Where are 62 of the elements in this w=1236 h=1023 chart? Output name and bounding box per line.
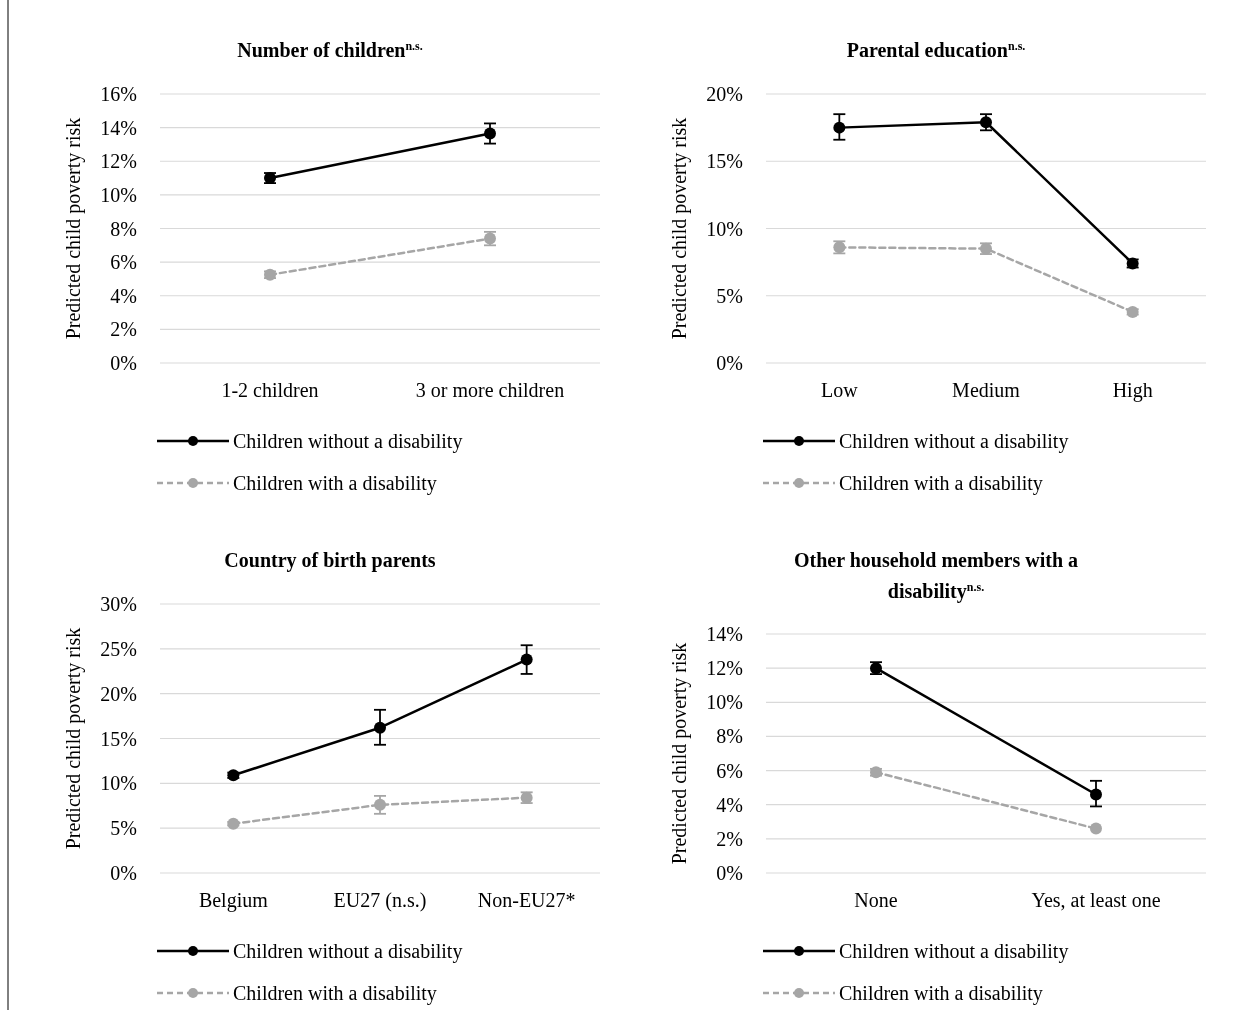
y-axis-title: Predicted child poverty risk: [668, 117, 691, 340]
y-axis-title: Predicted child poverty risk: [668, 642, 691, 865]
y-tick-label: 0%: [110, 352, 137, 374]
y-tick-label: 0%: [716, 352, 743, 374]
chart-title: Number of children$^{n.s.}$: [237, 39, 423, 61]
y-tick-label: 10%: [706, 691, 743, 714]
y-tick-label: 15%: [706, 150, 743, 173]
y-tick-label: 14%: [706, 623, 743, 645]
x-tick-label: High: [1112, 379, 1153, 402]
chart-title: Parental education$^{n.s.}$: [846, 39, 1026, 61]
point: [1090, 788, 1102, 801]
y-tick-label: 8%: [110, 217, 137, 240]
y-tick-label: 20%: [706, 83, 743, 105]
x-tick-label: 3 or more children: [415, 379, 565, 401]
y-tick-label: 14%: [100, 116, 137, 139]
point: [484, 127, 496, 140]
y-tick-label: 15%: [100, 727, 137, 750]
legend-label: Children with a disability: [233, 982, 437, 1005]
y-tick-label: 12%: [706, 657, 743, 680]
y-tick-label: 5%: [716, 284, 743, 307]
y-tick-label: 5%: [110, 817, 137, 840]
y-tick-label: 25%: [100, 637, 137, 660]
y-tick-label: 10%: [100, 183, 137, 206]
y-tick-label: 6%: [716, 759, 743, 782]
y-tick-label: 30%: [100, 593, 137, 615]
y-tick-label: 4%: [110, 284, 137, 307]
y-axis-title: Predicted child poverty risk: [62, 627, 85, 850]
x-tick-label: 1-2 children: [221, 379, 319, 401]
point: [520, 653, 533, 666]
y-tick-label: 4%: [716, 793, 743, 816]
legend-label: Children without a disability: [839, 430, 1069, 453]
x-tick-label: EU27 (n.s.): [333, 889, 427, 912]
y-tick-label: 8%: [716, 725, 743, 748]
x-tick-label: Belgium: [198, 889, 269, 912]
x-tick-label: Yes, at least one: [1031, 889, 1161, 911]
legend-label: Children without a disability: [839, 940, 1069, 963]
y-tick-label: 2%: [110, 318, 137, 341]
y-tick-label: 16%: [100, 83, 137, 105]
x-tick-label: Non-EU27*: [477, 889, 576, 911]
y-tick-label: 20%: [100, 682, 137, 705]
y-tick-label: 2%: [716, 827, 743, 850]
legend-label: Children with a disability: [839, 982, 1043, 1005]
y-axis-title: Predicted child poverty risk: [62, 117, 85, 340]
legend-label: Children without a disability: [233, 430, 463, 453]
y-tick-label: 10%: [706, 217, 743, 240]
y-tick-label: 12%: [100, 150, 137, 173]
point: [833, 121, 846, 134]
x-tick-label: Medium: [952, 379, 1021, 401]
y-tick-label: 0%: [110, 862, 137, 884]
y-tick-label: 10%: [100, 772, 137, 795]
chart-title: Country of birth parents: [224, 549, 436, 572]
point: [374, 721, 386, 734]
legend-label: Children without a disability: [233, 940, 463, 963]
legend-label: Children with a disability: [839, 472, 1043, 495]
chart-title: Other household members with a disability$^{n.s.}$: [793, 549, 1079, 603]
legend-label: Children with a disability: [233, 472, 437, 495]
point: [1090, 822, 1102, 835]
point: [374, 798, 386, 811]
x-tick-label: None: [854, 889, 898, 911]
y-tick-label: 0%: [716, 862, 743, 884]
x-tick-label: Low: [821, 379, 859, 401]
y-tick-label: 6%: [110, 251, 137, 274]
